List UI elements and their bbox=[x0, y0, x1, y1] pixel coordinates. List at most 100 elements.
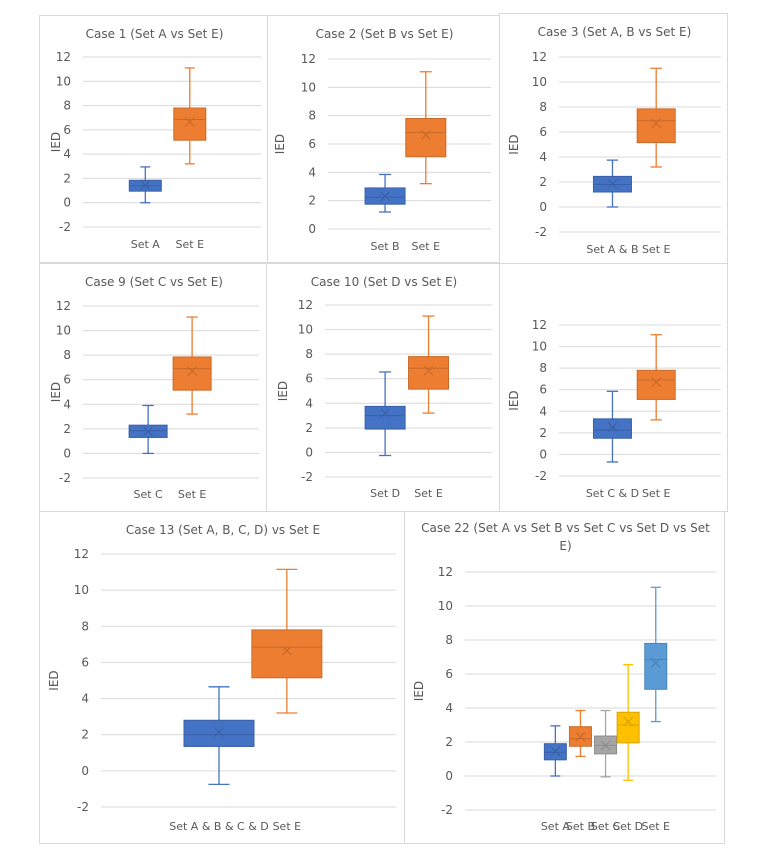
mean-marker bbox=[423, 365, 434, 376]
y-tick-label: 10 bbox=[298, 323, 313, 337]
chart-svg: Case 9 (Set C vs Set E) -2 0 2 4 6 8 10 12 IED Set… bbox=[49, 275, 259, 501]
category-label: Set A bbox=[541, 820, 571, 833]
category-label: Set B bbox=[370, 240, 399, 253]
y-tick-label: 12 bbox=[301, 52, 316, 66]
category-label: Set E bbox=[642, 487, 671, 500]
box-set-c-d bbox=[592, 390, 632, 463]
mean-marker bbox=[550, 746, 561, 757]
category-label: Set D bbox=[613, 820, 643, 833]
category-label: Set E bbox=[412, 240, 441, 253]
chart-svg: Case 2 (Set B vs Set E) 0 2 4 6 8 10 12 IED Set B… bbox=[273, 27, 491, 253]
y-tick-label: 12 bbox=[56, 50, 71, 64]
y-tick-label: 8 bbox=[63, 99, 71, 113]
y-tick-label: -2 bbox=[59, 220, 71, 234]
mean-marker bbox=[600, 740, 611, 751]
y-axis-label: IED bbox=[49, 132, 63, 152]
box-iqr bbox=[172, 356, 212, 391]
box-set-e bbox=[405, 71, 447, 185]
mean-marker bbox=[184, 117, 195, 127]
y-tick-label: 12 bbox=[56, 299, 71, 313]
y-tick-label: 0 bbox=[539, 447, 547, 461]
category-label: Set E bbox=[178, 488, 207, 501]
y-tick-label: 8 bbox=[63, 348, 71, 362]
chart-panel-case-13: Case 13 (Set A, B, C, D) vs Set E -2 0 2 4 6 8… bbox=[39, 511, 405, 844]
y-tick-label: -2 bbox=[535, 225, 547, 239]
chart-svg: -2 0 2 4 6 8 10 12 IED Set C & D Set E bbox=[507, 318, 721, 500]
y-axis-label: IED bbox=[47, 670, 61, 690]
box-set-c bbox=[594, 709, 618, 778]
chart-panel-case-22: Case 22 (Set A vs Set B vs Set C vs Set … bbox=[404, 511, 725, 844]
y-tick-label: 12 bbox=[298, 298, 313, 312]
y-tick-label: 6 bbox=[81, 655, 89, 669]
y-tick-label: -2 bbox=[59, 471, 71, 485]
mean-marker bbox=[420, 129, 431, 140]
chart-svg: Case 22 (Set A vs Set B vs Set C vs Set … bbox=[412, 521, 716, 833]
chart-title: Case 13 (Set A, B, C, D) vs Set E bbox=[126, 523, 320, 537]
y-tick-label: 8 bbox=[539, 361, 547, 375]
y-axis-label: IED bbox=[412, 681, 426, 701]
mean-marker bbox=[380, 408, 391, 419]
category-label: Set B bbox=[566, 820, 595, 833]
y-tick-label: 4 bbox=[539, 404, 547, 418]
mean-marker bbox=[214, 727, 224, 737]
box-set-e bbox=[636, 67, 676, 168]
mean-marker bbox=[623, 716, 634, 727]
box-set-e bbox=[636, 334, 676, 421]
y-tick-label: 2 bbox=[305, 421, 313, 435]
chart-panel-case-2: Case 2 (Set B vs Set E) 0 2 4 6 8 10 12 IED Set B… bbox=[267, 15, 500, 263]
box-set-e bbox=[172, 316, 212, 415]
mean-marker bbox=[143, 426, 154, 437]
category-label: Set A & B & C & D bbox=[169, 820, 269, 833]
y-tick-label: 8 bbox=[445, 633, 453, 647]
y-tick-label: 10 bbox=[532, 75, 547, 89]
y-tick-label: 0 bbox=[445, 769, 453, 783]
chart-title: Case 22 (Set A vs Set B vs Set C vs Set … bbox=[421, 521, 710, 535]
y-tick-label: 4 bbox=[81, 692, 89, 706]
y-tick-label: 4 bbox=[305, 396, 313, 410]
category-label: Set C bbox=[133, 488, 163, 501]
y-tick-label: 4 bbox=[63, 147, 71, 161]
mean-marker bbox=[380, 191, 390, 202]
y-tick-label: 0 bbox=[63, 196, 71, 210]
y-tick-label: -2 bbox=[77, 800, 89, 814]
chart-title: Case 2 (Set B vs Set E) bbox=[316, 27, 454, 41]
chart-svg: Case 13 (Set A, B, C, D) vs Set E -2 0 2 4 6 8… bbox=[47, 523, 396, 833]
chart-title: Case 9 (Set C vs Set E) bbox=[85, 275, 223, 289]
category-label: Set E bbox=[414, 487, 443, 500]
chart-panel-case-10: Case 10 (Set D vs Set E) -2 0 2 4 6 8 10 12 IED Se… bbox=[266, 263, 500, 512]
chart-svg: Case 1 (Set A vs Set E) -2 0 2 4 6 8 10 12 IED Set… bbox=[49, 27, 261, 251]
mean-marker bbox=[607, 178, 618, 189]
mean-marker bbox=[607, 422, 618, 432]
box-set-e bbox=[644, 586, 668, 723]
y-tick-label: 0 bbox=[539, 200, 547, 214]
box-iqr bbox=[636, 369, 676, 400]
y-tick-label: 6 bbox=[305, 372, 313, 386]
y-axis-label: IED bbox=[49, 382, 63, 402]
box-set-b bbox=[364, 173, 406, 213]
chart-svg: Case 3 (Set A, B vs Set E) -2 0 2 4 6 8 10 12 IED… bbox=[507, 25, 721, 256]
y-tick-label: 8 bbox=[539, 100, 547, 114]
box-iqr bbox=[592, 418, 632, 439]
chart-panel-case-3: Case 3 (Set A, B vs Set E) -2 0 2 4 6 8 10 12 IED… bbox=[499, 13, 728, 264]
y-tick-label: 8 bbox=[81, 619, 89, 633]
y-tick-label: 12 bbox=[438, 565, 453, 579]
category-label: Set E bbox=[176, 238, 205, 251]
mean-marker bbox=[140, 180, 151, 191]
box-iqr bbox=[644, 642, 668, 690]
mean-marker bbox=[651, 377, 662, 388]
box-iqr bbox=[616, 711, 640, 744]
box-iqr bbox=[636, 108, 676, 144]
y-tick-label: 4 bbox=[445, 701, 453, 715]
y-axis-label: IED bbox=[273, 134, 287, 154]
mean-marker bbox=[281, 645, 292, 656]
y-tick-label: 10 bbox=[56, 324, 71, 338]
mean-marker bbox=[650, 658, 661, 668]
box-set-e bbox=[251, 568, 323, 714]
box-iqr bbox=[251, 629, 323, 679]
y-tick-label: 6 bbox=[63, 123, 71, 137]
box-set-d bbox=[364, 371, 406, 457]
box-set-a-b bbox=[592, 159, 632, 208]
y-tick-label: 6 bbox=[539, 383, 547, 397]
y-tick-label: 6 bbox=[63, 373, 71, 387]
y-tick-label: -2 bbox=[441, 803, 453, 817]
